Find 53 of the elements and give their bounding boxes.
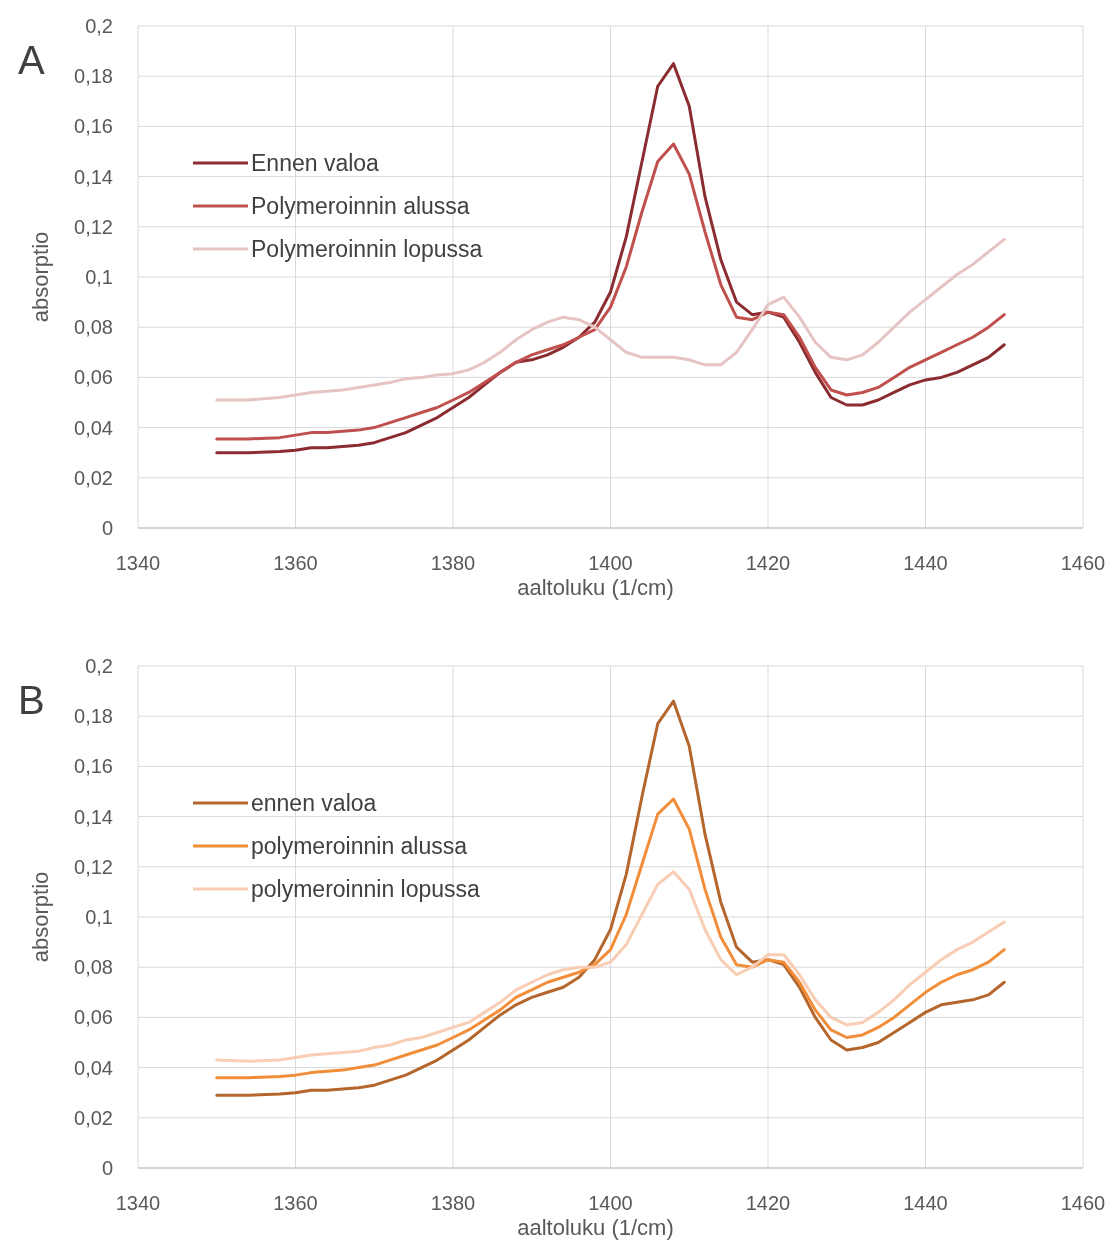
line-series	[215, 237, 1006, 402]
x-tick-label: 1420	[745, 552, 791, 574]
y-tick-label: 0,02	[74, 1106, 113, 1129]
y-tick-label: 0,08	[74, 956, 113, 979]
y-tick-label: 0,14	[74, 805, 113, 828]
y-tick-label: 0,2	[85, 15, 113, 37]
y-tick-label: 0,14	[74, 165, 113, 188]
y-tick-label: 0,06	[74, 1006, 113, 1029]
x-tick-label: 1380	[430, 552, 476, 574]
y-tick-label: 0	[101, 1157, 113, 1179]
legend-label: Polymeroinnin alussa	[251, 193, 470, 219]
line-series	[215, 142, 1006, 441]
text: B	[18, 678, 45, 722]
y-axis-title: absorptio	[28, 871, 53, 963]
y-tick-label: 0,04	[74, 1056, 113, 1079]
y-tick-label: 0,1	[85, 906, 113, 928]
y-tick-label: 0,18	[74, 705, 113, 728]
x-tick-label: 1400	[588, 1192, 633, 1214]
y-tick-label: 0,06	[74, 366, 113, 389]
y-tick-label: 0,02	[74, 466, 113, 489]
legend-label: ennen valoa	[251, 790, 377, 816]
y-tick-label: 0,12	[74, 215, 113, 238]
y-tick-label: 0,08	[74, 316, 113, 339]
y-tick-label: 0,1	[85, 266, 113, 288]
x-tick-label: 1360	[273, 552, 318, 574]
x-tick-label: 1340	[115, 1192, 161, 1214]
y-tick-label: 0,2	[85, 655, 113, 677]
y-tick-label: 0,18	[74, 65, 113, 88]
text: A	[18, 38, 45, 82]
line-series	[215, 699, 1006, 1097]
line-series	[215, 870, 1006, 1063]
y-tick-label: 0,16	[74, 115, 113, 138]
x-tick-label: 1420	[745, 1192, 791, 1214]
x-tick-label: 1340	[115, 552, 161, 574]
x-tick-label: 1460	[1060, 1192, 1106, 1214]
x-axis-title: aaltoluku (1/cm)	[517, 1215, 674, 1240]
legend-label: polymeroinnin lopussa	[251, 876, 481, 902]
y-tick-label: 0,16	[74, 755, 113, 778]
legend-label: Ennen valoa	[251, 150, 380, 176]
y-tick-label: 0	[101, 517, 113, 539]
x-tick-label: 1440	[903, 1192, 948, 1214]
x-axis-title: aaltoluku (1/cm)	[517, 575, 674, 600]
line-series	[215, 62, 1006, 455]
y-tick-label: 0,04	[74, 416, 113, 439]
x-tick-label: 1440	[903, 552, 948, 574]
x-tick-label: 1400	[588, 552, 633, 574]
legend-label: Polymeroinnin lopussa	[251, 236, 483, 262]
x-tick-label: 1380	[430, 1192, 476, 1214]
y-tick-label: 0,12	[74, 855, 113, 878]
x-tick-label: 1360	[273, 1192, 318, 1214]
y-axis-title: absorptio	[28, 231, 53, 323]
legend-label: polymeroinnin alussa	[251, 833, 468, 859]
x-tick-label: 1460	[1060, 552, 1106, 574]
